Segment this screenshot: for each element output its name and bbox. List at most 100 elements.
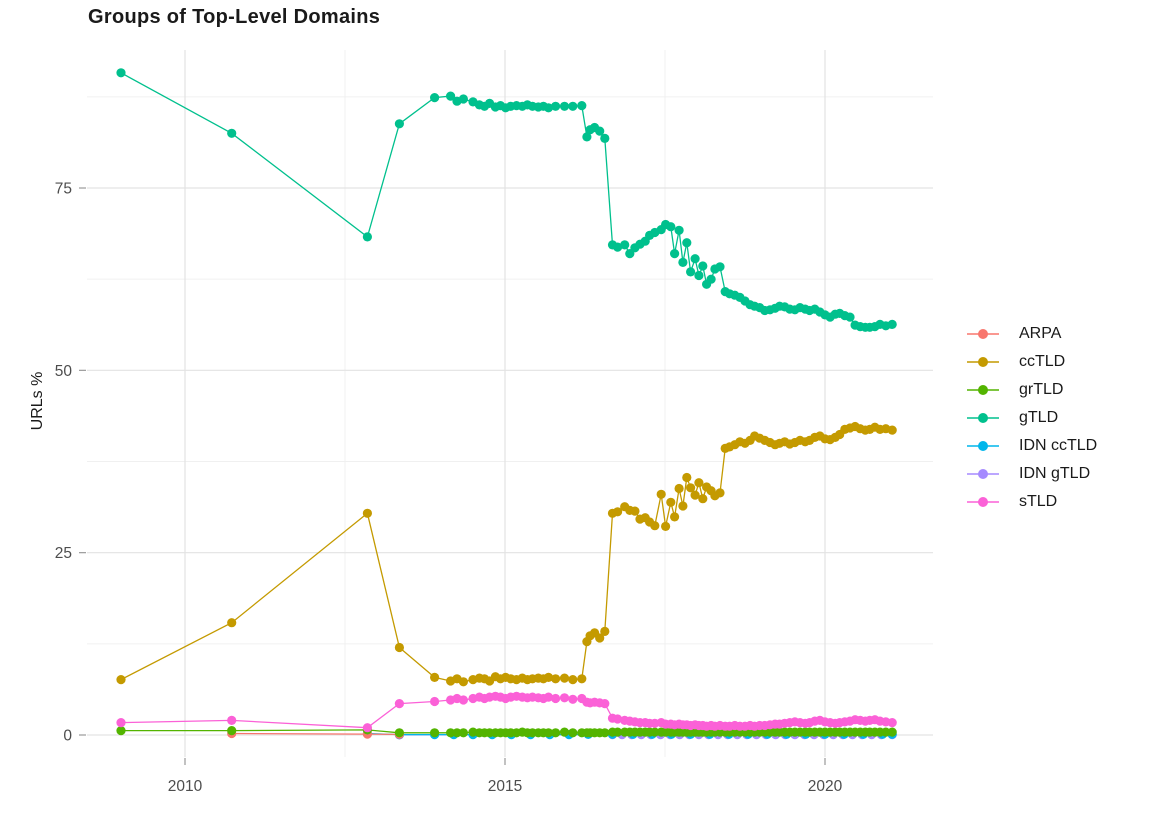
data-point-gTLD [670, 249, 680, 259]
data-point-ccTLD [694, 478, 704, 488]
data-point-ccTLD [682, 472, 692, 483]
data-point-gTLD [595, 126, 605, 136]
data-point-ccTLD [656, 489, 666, 499]
data-point-sTLD [394, 699, 404, 709]
data-point-gTLD [430, 93, 440, 103]
data-point-gTLD [706, 274, 716, 284]
data-point-sTLD [613, 714, 623, 724]
data-point-ccTLD [595, 633, 605, 643]
series-line-ARPA [231, 732, 400, 736]
data-point-grTLD [613, 727, 623, 737]
data-point-sTLD [458, 695, 468, 705]
legend-item-stld: sTLD [966, 488, 1097, 516]
data-point-gTLD [559, 101, 570, 111]
data-point-grTLD [887, 727, 897, 737]
data-point-grTLD [568, 728, 578, 738]
data-point-gTLD [362, 232, 372, 242]
data-point-ccTLD [394, 642, 404, 653]
data-point-sTLD [551, 693, 561, 704]
x-tick-label: 2010 [168, 778, 203, 795]
data-point-ccTLD [458, 677, 468, 687]
data-point-gTLD [620, 240, 630, 250]
data-point-ccTLD [686, 483, 696, 493]
legend-label-idn-cctld: IDN ccTLD [1019, 437, 1098, 454]
data-point-gTLD [458, 94, 468, 104]
data-point-gTLD [227, 128, 237, 138]
data-point-gTLD [551, 101, 561, 111]
data-point-ccTLD [551, 674, 561, 684]
data-point-gTLD [698, 261, 708, 271]
x-tick-label: 2020 [808, 778, 843, 795]
data-point-ccTLD [690, 490, 700, 500]
data-point-sTLD [559, 693, 570, 703]
y-tick-label: 75 [55, 180, 72, 197]
data-point-grTLD [227, 726, 237, 736]
data-point-ccTLD [116, 675, 126, 685]
data-point-gTLD [543, 103, 554, 113]
data-point-sTLD [543, 692, 554, 702]
data-point-ccTLD [650, 521, 660, 531]
data-point-grTLD [650, 727, 660, 737]
data-point-sTLD [362, 723, 372, 733]
data-point-grTLD [452, 728, 462, 738]
legend-item-gtld: gTLD [966, 404, 1097, 432]
data-point-grTLD [559, 727, 570, 737]
legend-key-icon [967, 357, 999, 367]
y-tick-label: 50 [55, 363, 73, 380]
data-point-ccTLD [613, 507, 623, 517]
legend-label-idn-gtld: IDN gTLD [1019, 465, 1091, 482]
y-tick-label: 25 [55, 545, 72, 562]
y-tick-label: 0 [63, 727, 72, 744]
data-point-ccTLD [670, 512, 680, 522]
data-point-ccTLD [674, 483, 684, 494]
data-point-grTLD [430, 728, 440, 738]
legend-key-icon [967, 329, 999, 339]
data-point-gTLD [715, 262, 725, 272]
data-point-gTLD [686, 267, 696, 277]
x-tick-label: 2015 [488, 778, 522, 795]
legend-key-icon [967, 469, 999, 479]
data-point-ccTLD [600, 626, 610, 637]
data-point-ccTLD [577, 674, 587, 684]
legend-item-idn-gtld: IDN gTLD [966, 460, 1097, 488]
data-point-ccTLD [568, 675, 578, 685]
data-point-gTLD [887, 319, 897, 329]
data-point-ccTLD [362, 508, 372, 518]
data-point-gTLD [694, 270, 704, 281]
data-point-grTLD [458, 728, 468, 738]
data-point-grTLD [600, 728, 610, 738]
data-point-ccTLD [227, 618, 237, 628]
data-point-gTLD [394, 119, 404, 129]
legend-item-arpa: ARPA [966, 320, 1097, 348]
legend-item-cctld: ccTLD [966, 348, 1097, 376]
data-point-ccTLD [698, 494, 708, 504]
legend-key-icon [967, 441, 999, 451]
data-point-ccTLD [661, 521, 671, 532]
legend-item-idn-cctld: IDN ccTLD [966, 432, 1097, 460]
legend-key-icon [967, 497, 999, 507]
data-point-gTLD [577, 101, 587, 111]
data-point-sTLD [600, 699, 610, 709]
data-point-ccTLD [430, 672, 440, 683]
legend-label-stld: sTLD [1019, 493, 1058, 510]
data-point-ccTLD [715, 488, 725, 498]
data-point-gTLD [582, 132, 592, 142]
data-point-gTLD [845, 312, 855, 322]
data-point-gTLD [116, 68, 126, 78]
legend-label-gtld: gTLD [1019, 409, 1059, 426]
data-point-grTLD [446, 728, 456, 738]
data-point-sTLD [887, 718, 897, 728]
data-point-gTLD [568, 101, 578, 111]
data-point-gTLD [446, 91, 456, 101]
legend-label-arpa: ARPA [1019, 325, 1062, 342]
data-point-grTLD [116, 726, 126, 736]
data-point-sTLD [227, 715, 237, 726]
data-point-gTLD [678, 257, 688, 267]
data-point-sTLD [568, 694, 578, 704]
legend-key-icon [967, 413, 999, 423]
data-point-gTLD [674, 225, 684, 235]
data-point-ccTLD [666, 497, 676, 507]
data-point-ccTLD [559, 673, 570, 683]
